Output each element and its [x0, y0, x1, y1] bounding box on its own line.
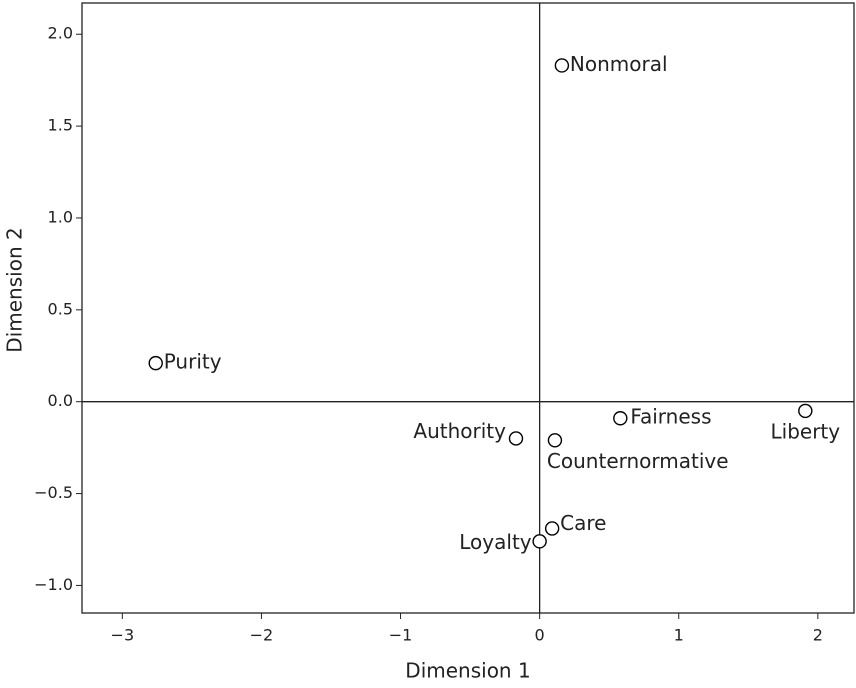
x-tick-label: −2 [250, 626, 274, 645]
x-tick-label: 1 [674, 626, 684, 645]
point [544, 521, 560, 536]
y-tick-label: −1.0 [34, 575, 73, 594]
x-tick-label: 2 [813, 626, 823, 645]
point-label: Fairness [630, 405, 711, 429]
point-label: Care [560, 511, 606, 535]
point-label: Authority [413, 419, 506, 443]
point-label: Counternormative [547, 449, 729, 473]
point [554, 58, 570, 73]
point-label: Purity [164, 350, 222, 374]
point [532, 534, 547, 549]
x-tick-label: −1 [389, 626, 413, 645]
y-tick-label: −0.5 [34, 483, 73, 502]
y-tick-label: 1.5 [48, 116, 73, 135]
y-tick-label: 1.0 [48, 207, 73, 226]
point [508, 431, 524, 446]
y-tick-label: 0.5 [48, 299, 73, 318]
point [547, 433, 563, 448]
y-tick-label: 0.0 [48, 391, 73, 410]
plot-frame [81, 2, 855, 614]
point [148, 355, 163, 371]
x-axis-label: Dimension 1 [405, 659, 530, 683]
point-label: Nonmoral [570, 52, 668, 76]
x-tick-label: −3 [111, 626, 135, 645]
point-label: Loyalty [459, 530, 532, 554]
point [798, 403, 813, 419]
y-axis-label: Dimension 2 [3, 227, 27, 352]
point [613, 411, 628, 426]
point-label: Liberty [771, 419, 841, 443]
x-tick-label: 0 [535, 626, 545, 645]
y-tick-label: 2.0 [48, 24, 73, 43]
